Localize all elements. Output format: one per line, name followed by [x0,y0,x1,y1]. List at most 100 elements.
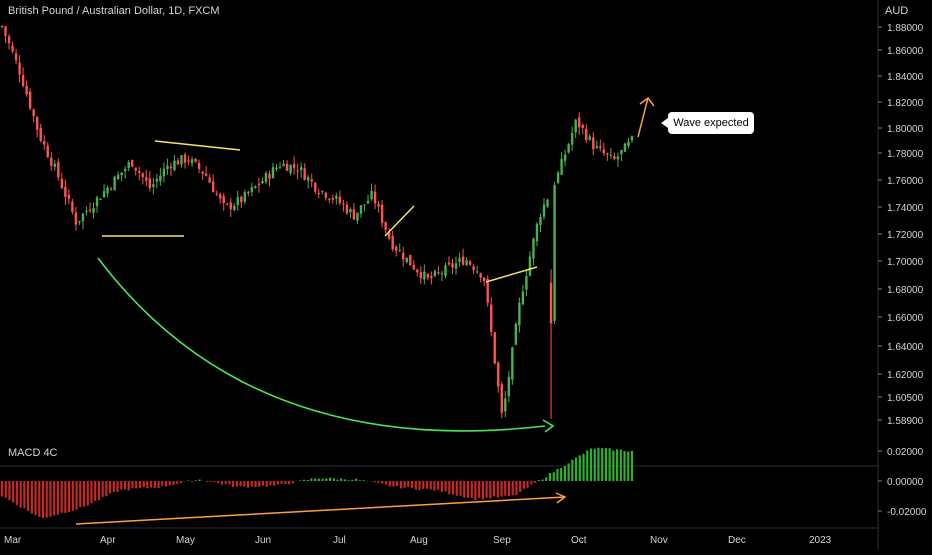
candle-body [405,257,408,263]
candle-body [387,232,391,239]
time-tick-label: Oct [571,535,587,546]
candle-body [412,264,415,270]
candle-body [391,235,394,250]
candle-body [106,187,109,194]
candle-body [39,127,42,141]
time-tick-label: May [176,535,195,546]
candle-body [226,203,229,205]
candle-body [155,179,159,182]
candle-body [539,216,542,225]
candle-body [570,133,574,145]
candle-body [616,156,620,160]
candle-body [581,124,584,129]
macd-divergence-line [75,496,566,525]
candle-body [447,262,451,265]
candle-body [430,276,433,279]
candle-body [423,271,426,280]
candle-body [567,144,570,153]
candle-body [497,362,500,387]
time-tick-label: Sep [493,535,511,546]
price-tick-label: 1.70000 [887,257,924,268]
price-tick-label: 1.72000 [887,230,924,241]
candle-body [482,277,486,282]
candle-body [384,222,387,230]
candle-body [563,154,567,161]
candle-body [14,53,18,61]
candle-body [465,260,468,265]
divergence-arrowhead [555,492,567,504]
candle-body [553,184,556,321]
price-tick-label: 1.86000 [887,46,924,57]
candle-body [215,193,218,195]
candle-body [398,250,401,252]
candle-body [229,202,232,210]
candle-body [148,178,152,189]
curve-arrowhead [542,419,555,433]
candle-body [285,163,289,171]
candle-body [53,163,56,167]
candle-body [190,159,194,164]
candle-body [169,166,173,169]
candle-body [409,254,412,266]
candle-body [521,291,525,305]
candle-body [254,185,257,188]
candle-body [236,197,240,206]
candle-body [116,174,120,180]
candle-body [250,186,254,192]
candle-body [32,109,35,117]
candle-body [240,196,243,203]
candle-body [71,201,74,212]
candle-body [402,252,405,260]
candle-body [292,164,296,168]
time-tick-label: 2023 [809,535,832,546]
candle-body [123,168,127,172]
candle-body [67,195,71,199]
candle-body [271,167,275,179]
candle-body [162,168,166,177]
candle-body [416,269,419,273]
macd-tick-label: 0.00000 [887,477,924,488]
candle-body [307,177,310,181]
candle-body [560,158,563,175]
candle-body [493,332,496,364]
candle-body [28,91,32,109]
wave-arrow-shaft [637,97,649,138]
candle-body [152,184,155,188]
candle-body [535,223,539,242]
candle-body [247,191,250,194]
candle-body [518,302,521,326]
september-trendline [485,266,538,283]
candle-body [377,203,380,207]
candle-body [64,186,67,198]
time-tick-label: Nov [650,535,668,546]
candle-body [21,74,25,87]
candle-body [278,166,282,168]
candle-body [275,167,278,169]
candle-body [85,211,88,213]
candle-body [328,198,331,200]
candle-body [528,256,532,276]
candle-body [609,154,613,156]
candle-body [546,199,549,207]
candle-body [92,208,95,213]
candle-body [349,209,352,213]
candle-body [282,163,285,166]
candle-body [50,157,53,166]
candle-body [233,205,236,210]
candle-body [60,178,64,189]
price-tick-label: 1.80000 [887,124,924,135]
price-tick-label: 1.62000 [887,370,924,381]
candle-body [585,128,588,141]
price-tick-label: 1.68000 [887,285,924,296]
candle-body [335,195,338,199]
wave-arrow-head [639,96,655,107]
candle-body [159,175,162,182]
august-trendline [384,205,415,237]
candle-body [201,171,204,174]
candle-body [127,162,130,169]
candle-body [176,160,180,165]
price-tick-label: 1.64000 [887,342,924,353]
candle-body [504,398,507,412]
